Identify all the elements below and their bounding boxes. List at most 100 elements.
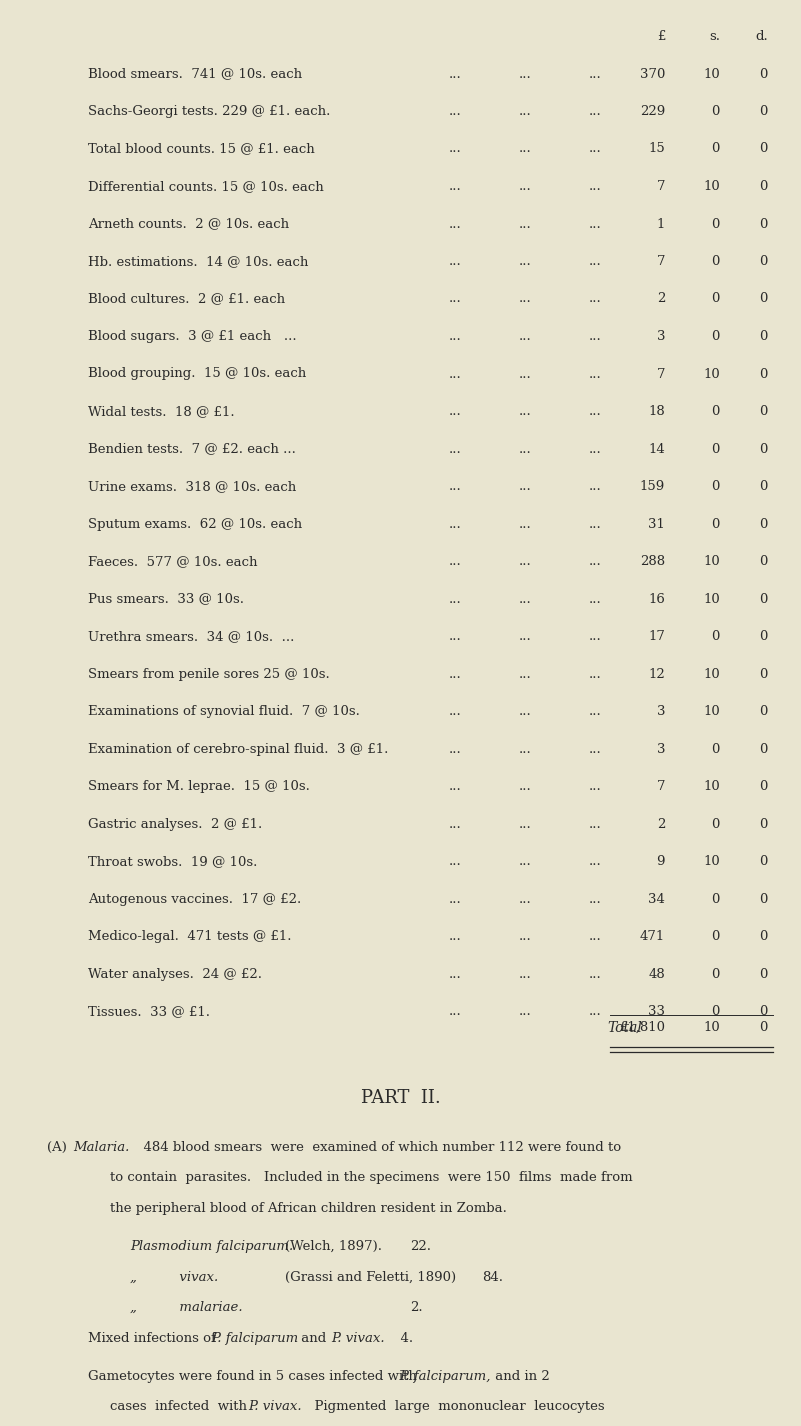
Text: 0: 0 <box>711 518 720 530</box>
Text: ...: ... <box>518 180 531 193</box>
Text: ...: ... <box>589 743 602 756</box>
Text: and: and <box>297 1332 331 1345</box>
Text: 22.: 22. <box>410 1241 431 1253</box>
Text: ...: ... <box>449 405 461 418</box>
Text: 7: 7 <box>657 780 665 793</box>
Text: 10: 10 <box>703 368 720 381</box>
Text: ...: ... <box>518 481 531 493</box>
Text: 7: 7 <box>657 368 665 381</box>
Text: ...: ... <box>589 967 602 981</box>
Text: 7: 7 <box>657 180 665 193</box>
Text: ...: ... <box>589 704 602 719</box>
Text: ...: ... <box>589 630 602 643</box>
Text: (Grassi and Feletti, 1890): (Grassi and Feletti, 1890) <box>285 1271 456 1283</box>
Text: ...: ... <box>518 255 531 268</box>
Text: ...: ... <box>589 893 602 906</box>
Text: ...: ... <box>518 329 531 344</box>
Text: 10: 10 <box>703 856 720 868</box>
Text: ...: ... <box>449 893 461 906</box>
Text: 484 blood smears  were  examined of which number 112 were found to: 484 blood smears were examined of which … <box>135 1141 621 1154</box>
Text: Urine exams.  318 @ 10s. each: Urine exams. 318 @ 10s. each <box>88 481 296 493</box>
Text: Widal tests.  18 @ £1.: Widal tests. 18 @ £1. <box>88 405 235 418</box>
Text: ...: ... <box>449 592 461 606</box>
Text: 10: 10 <box>703 592 720 606</box>
Text: 471: 471 <box>640 930 665 943</box>
Text: 0: 0 <box>759 368 768 381</box>
Text: ...: ... <box>589 856 602 868</box>
Text: 12: 12 <box>648 667 665 680</box>
Text: P. falciparum,: P. falciparum, <box>400 1370 491 1383</box>
Text: ...: ... <box>589 106 602 118</box>
Text: 3: 3 <box>657 329 665 344</box>
Text: „          malariae.: „ malariae. <box>130 1301 243 1315</box>
Text: 48: 48 <box>648 967 665 981</box>
Text: ...: ... <box>449 930 461 943</box>
Text: 0: 0 <box>759 893 768 906</box>
Text: ...: ... <box>449 180 461 193</box>
Text: Hb. estimations.  14 @ 10s. each: Hb. estimations. 14 @ 10s. each <box>88 255 308 268</box>
Text: Differential counts. 15 @ 10s. each: Differential counts. 15 @ 10s. each <box>88 180 324 193</box>
Text: ...: ... <box>589 143 602 155</box>
Text: ...: ... <box>449 1005 461 1018</box>
Text: 0: 0 <box>759 630 768 643</box>
Text: 10: 10 <box>703 704 720 719</box>
Text: ...: ... <box>518 67 531 80</box>
Text: 0: 0 <box>711 893 720 906</box>
Text: ...: ... <box>589 292 602 305</box>
Text: Faeces.  577 @ 10s. each: Faeces. 577 @ 10s. each <box>88 555 257 568</box>
Text: P. vivax.: P. vivax. <box>332 1332 385 1345</box>
Text: ...: ... <box>518 368 531 381</box>
Text: ...: ... <box>589 218 602 231</box>
Text: 3: 3 <box>657 704 665 719</box>
Text: Throat swobs.  19 @ 10s.: Throat swobs. 19 @ 10s. <box>88 856 257 868</box>
Text: 0: 0 <box>759 481 768 493</box>
Text: 0: 0 <box>759 255 768 268</box>
Text: ...: ... <box>518 817 531 830</box>
Text: ...: ... <box>589 780 602 793</box>
Text: ...: ... <box>449 442 461 455</box>
Text: Examinations of synovial fluid.  7 @ 10s.: Examinations of synovial fluid. 7 @ 10s. <box>88 704 360 719</box>
Text: ...: ... <box>449 106 461 118</box>
Text: ...: ... <box>518 930 531 943</box>
Text: ...: ... <box>589 329 602 344</box>
Text: 0: 0 <box>759 1021 768 1034</box>
Text: 0: 0 <box>759 667 768 680</box>
Text: 370: 370 <box>640 67 665 80</box>
Text: ...: ... <box>449 218 461 231</box>
Text: 10: 10 <box>703 1021 720 1034</box>
Text: 229: 229 <box>640 106 665 118</box>
Text: 0: 0 <box>711 329 720 344</box>
Text: Plasmodium falciparum.: Plasmodium falciparum. <box>130 1241 293 1253</box>
Text: Bendien tests.  7 @ £2. each ...: Bendien tests. 7 @ £2. each ... <box>88 442 296 455</box>
Text: ...: ... <box>449 667 461 680</box>
Text: 18: 18 <box>648 405 665 418</box>
Text: ...: ... <box>589 67 602 80</box>
Text: 0: 0 <box>711 106 720 118</box>
Text: Tissues.  33 @ £1.: Tissues. 33 @ £1. <box>88 1005 210 1018</box>
Text: ...: ... <box>518 967 531 981</box>
Text: ...: ... <box>449 856 461 868</box>
Text: 2: 2 <box>657 292 665 305</box>
Text: ...: ... <box>589 405 602 418</box>
Text: 10: 10 <box>703 667 720 680</box>
Text: ...: ... <box>449 67 461 80</box>
Text: ...: ... <box>518 555 531 568</box>
Text: Medico-legal.  471 tests @ £1.: Medico-legal. 471 tests @ £1. <box>88 930 292 943</box>
Text: ...: ... <box>518 743 531 756</box>
Text: 0: 0 <box>759 292 768 305</box>
Text: 0: 0 <box>711 255 720 268</box>
Text: Smears for M. leprae.  15 @ 10s.: Smears for M. leprae. 15 @ 10s. <box>88 780 310 793</box>
Text: PART  II.: PART II. <box>360 1089 441 1107</box>
Text: 0: 0 <box>759 967 768 981</box>
Text: 0: 0 <box>759 856 768 868</box>
Text: Smears from penile sores 25 @ 10s.: Smears from penile sores 25 @ 10s. <box>88 667 330 680</box>
Text: Total blood counts. 15 @ £1. each: Total blood counts. 15 @ £1. each <box>88 143 315 155</box>
Text: Malaria.: Malaria. <box>74 1141 130 1154</box>
Text: to contain  parasites.   Included in the specimens  were 150  films  made from: to contain parasites. Included in the sp… <box>110 1172 633 1185</box>
Text: 0: 0 <box>759 143 768 155</box>
Text: 0: 0 <box>759 555 768 568</box>
Text: 0: 0 <box>759 518 768 530</box>
Text: Gametocytes were found in 5 cases infected with: Gametocytes were found in 5 cases infect… <box>88 1370 421 1383</box>
Text: Examination of cerebro-spinal fluid.  3 @ £1.: Examination of cerebro-spinal fluid. 3 @… <box>88 743 388 756</box>
Text: ...: ... <box>518 592 531 606</box>
